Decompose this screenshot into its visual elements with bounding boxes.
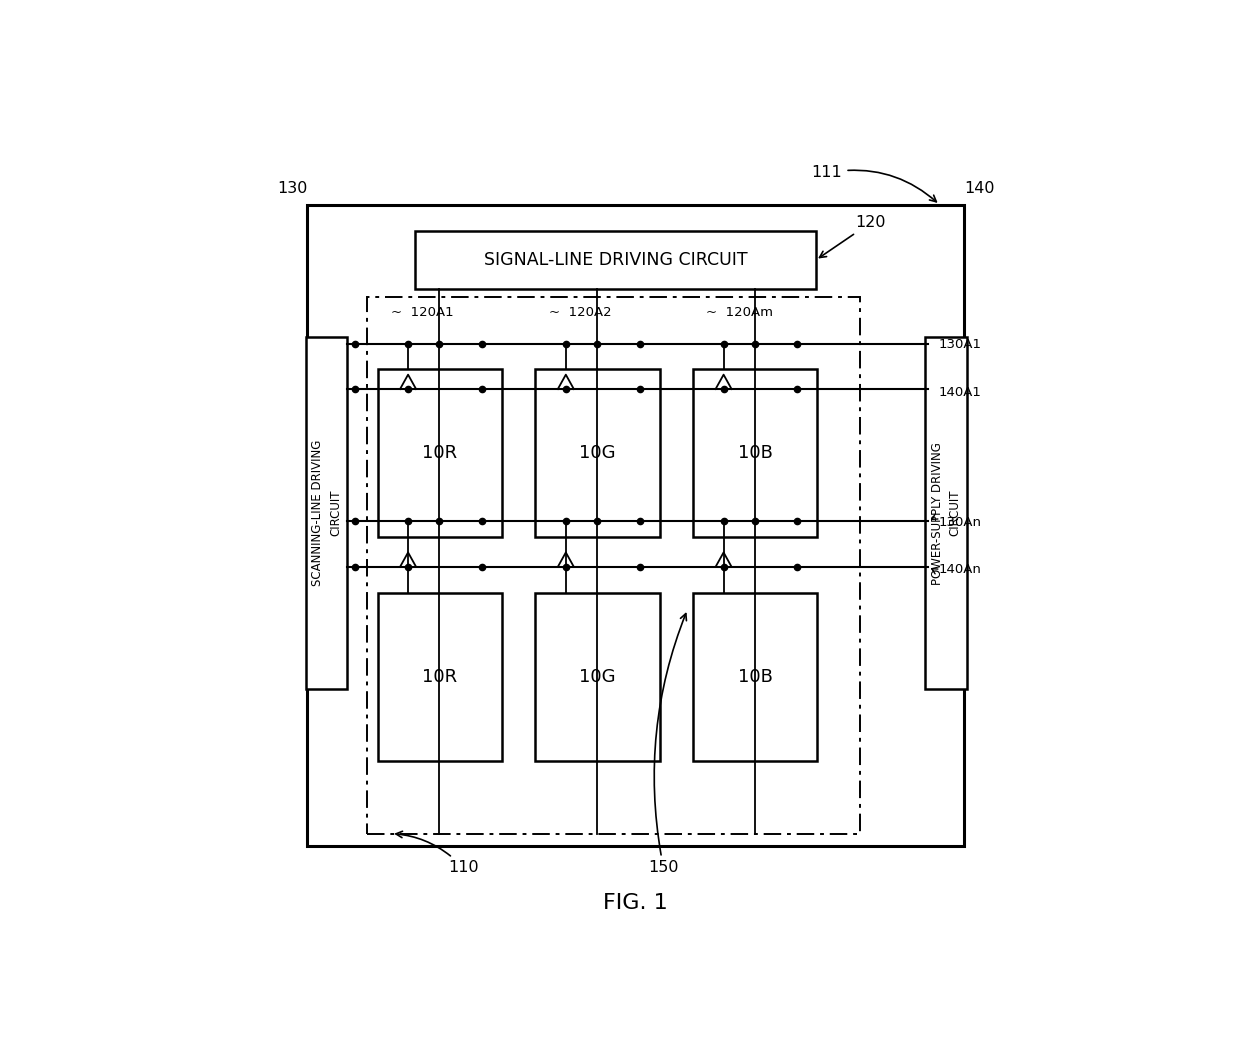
Bar <box>536 369 660 538</box>
Text: 10G: 10G <box>579 444 616 462</box>
Bar <box>305 337 347 690</box>
Bar <box>693 593 817 761</box>
Text: 111: 111 <box>812 165 936 202</box>
Text: POWER-SUPPLY DRIVING
CIRCUIT: POWER-SUPPLY DRIVING CIRCUIT <box>931 442 962 584</box>
Text: FIG. 1: FIG. 1 <box>603 893 668 913</box>
Text: ~  120A2: ~ 120A2 <box>549 307 611 319</box>
Bar <box>378 593 502 761</box>
Text: SCANNING-LINE DRIVING
CIRCUIT: SCANNING-LINE DRIVING CIRCUIT <box>311 440 342 587</box>
Bar <box>367 297 859 833</box>
Text: 140An: 140An <box>939 563 981 576</box>
Text: 130An: 130An <box>939 516 981 529</box>
Bar <box>308 205 963 846</box>
Bar <box>536 593 660 761</box>
Text: 140A1: 140A1 <box>939 386 981 398</box>
Text: 140: 140 <box>965 181 994 197</box>
Text: 10R: 10R <box>422 444 458 462</box>
Text: 120: 120 <box>820 215 887 258</box>
Bar <box>925 337 967 690</box>
Text: 130: 130 <box>278 181 308 197</box>
Bar <box>378 369 502 538</box>
Text: 10B: 10B <box>738 444 773 462</box>
Text: ~  120Am: ~ 120Am <box>706 307 773 319</box>
Text: 150: 150 <box>649 614 687 876</box>
Text: 130A1: 130A1 <box>939 338 981 350</box>
Text: 10B: 10B <box>738 669 773 686</box>
Text: 110: 110 <box>396 831 479 876</box>
Text: SIGNAL-LINE DRIVING CIRCUIT: SIGNAL-LINE DRIVING CIRCUIT <box>484 251 748 269</box>
Text: 10R: 10R <box>422 669 458 686</box>
Text: ~  120A1: ~ 120A1 <box>392 307 454 319</box>
Bar <box>415 231 816 289</box>
Text: 10G: 10G <box>579 669 616 686</box>
Bar <box>693 369 817 538</box>
